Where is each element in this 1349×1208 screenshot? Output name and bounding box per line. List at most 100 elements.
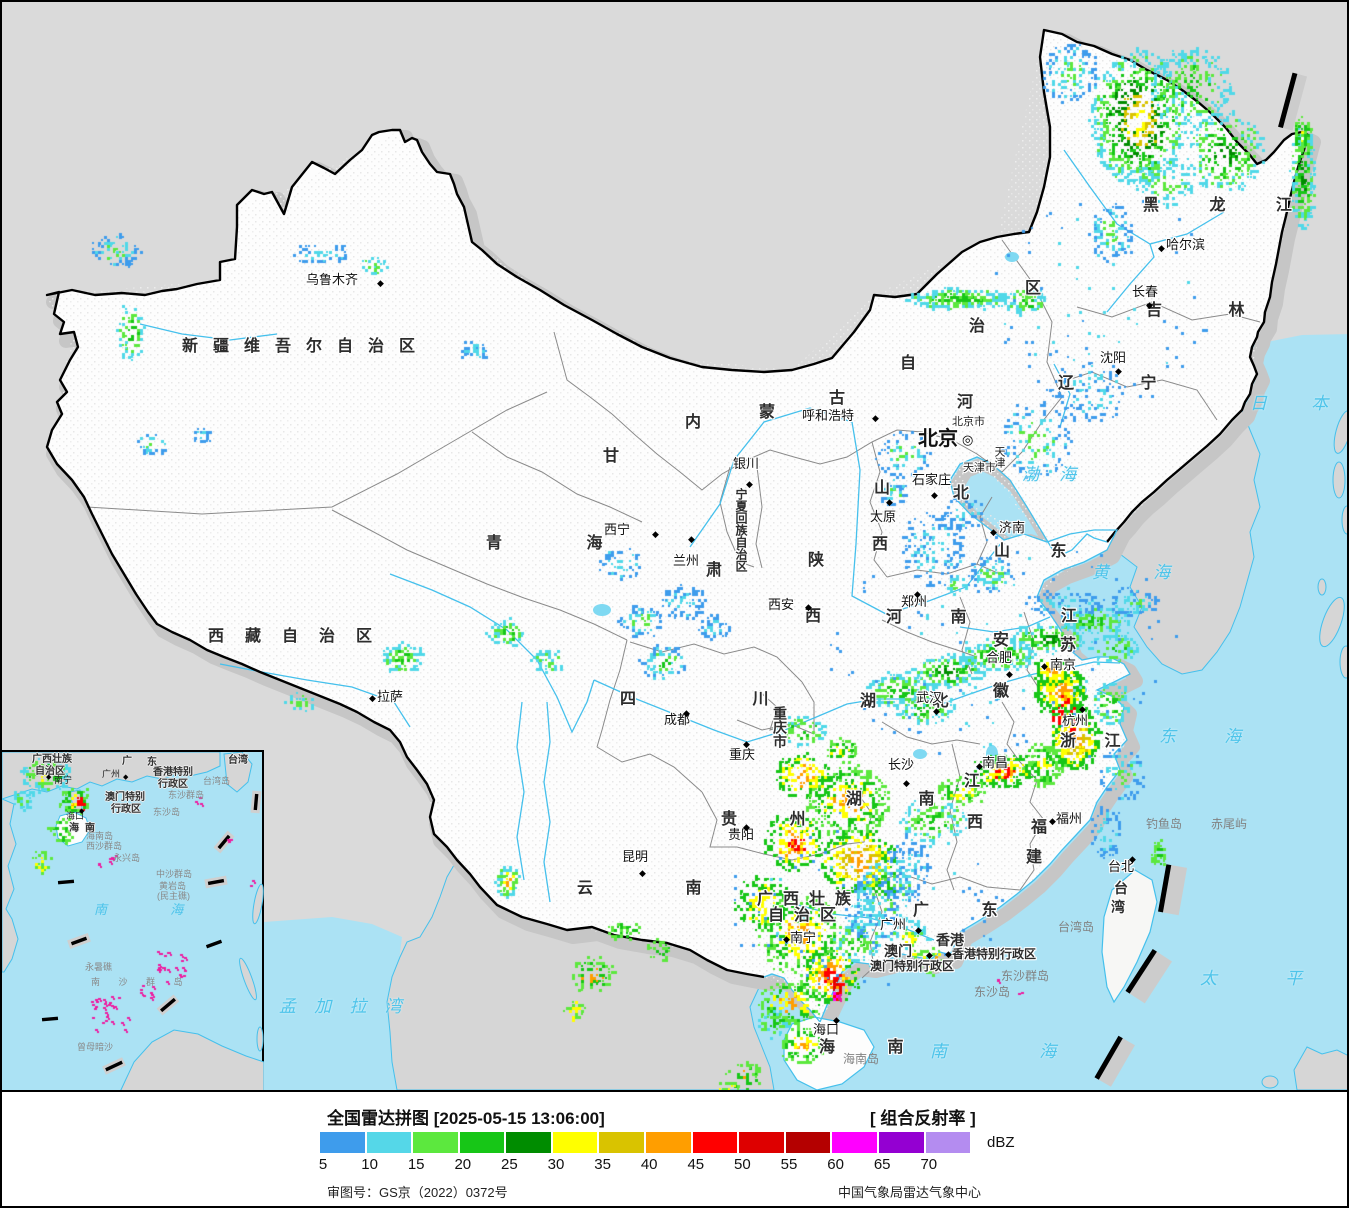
city-marker: ◆ — [915, 925, 922, 935]
map-label: 甘 — [603, 448, 620, 465]
map-label: 治 — [969, 318, 986, 335]
city-marker: ◆ — [945, 949, 952, 959]
city-marker: ◆ — [926, 950, 933, 960]
legend-colorbar — [320, 1132, 971, 1153]
map-label: 古 — [829, 390, 846, 407]
map-label: 银川 — [733, 456, 760, 471]
map-label: 渤 海 — [1022, 465, 1085, 484]
legend-tick-value: 65 — [873, 1156, 891, 1173]
map-label: 台湾 — [228, 755, 248, 766]
map-label: 广西壮族 — [32, 754, 72, 765]
map-label: 肃 — [706, 562, 723, 579]
legend-tick-value: 55 — [780, 1156, 798, 1173]
legend-color-cell — [692, 1132, 738, 1153]
map-label: 青 海 — [486, 535, 643, 552]
capital-marker: ◎ — [962, 432, 974, 447]
legend-color-cell — [320, 1132, 365, 1153]
map-label: 徽 — [993, 683, 1010, 700]
map-label: 广州 — [880, 917, 907, 932]
map-label: 自治区 — [35, 766, 65, 777]
china-radar-map: 新疆维吾尔自治区 西藏自治区青 海甘肃内蒙古自治区黑 龙 江吉 林辽 宁河北山西山… — [2, 2, 1347, 1093]
city-marker: ◆ — [123, 774, 129, 781]
map-label: 济南 — [999, 520, 1026, 535]
city-marker: ◆ — [743, 822, 750, 832]
map-label: 太 平 洋 — [1200, 969, 1347, 988]
map-label: 建 — [1026, 849, 1043, 866]
map-label: 重庆 — [729, 747, 756, 762]
legend-tick-value: 50 — [734, 1156, 751, 1173]
city-marker: ◆ — [1049, 816, 1056, 826]
map-label: 东沙群岛 — [168, 790, 205, 800]
map-label: 辽 宁 — [1058, 375, 1188, 392]
map-label: 四 川 — [620, 691, 825, 708]
map-label: 东 — [147, 757, 157, 768]
city-marker: ◆ — [1146, 300, 1153, 310]
city-marker: ◆ — [872, 413, 879, 423]
map-label: 台北 — [1108, 859, 1135, 874]
city-marker: ◆ — [746, 479, 753, 489]
map-label: 香港特别 — [153, 767, 193, 778]
map-label: 黑 龙 江 — [1143, 197, 1315, 214]
map-label: 南 沙 群 岛 — [91, 977, 191, 987]
legend-panel: 全国雷达拼图 [2025-05-15 13:06:00] [ 组合反射率 ] 5… — [2, 1090, 1347, 1206]
map-label: 澳门 — [884, 943, 912, 959]
legend-tick-value: 5 — [318, 1156, 328, 1173]
legend-tick-value: 30 — [547, 1156, 565, 1173]
legend-tick-value: 10 — [361, 1156, 378, 1173]
map-label: 天津市 — [963, 462, 996, 474]
map-label: 钓鱼岛 — [1146, 817, 1183, 831]
city-marker: ◆ — [1006, 669, 1013, 679]
city-marker: ◆ — [1158, 243, 1165, 253]
map-label: 南 海 — [930, 1042, 1101, 1061]
map-label: 广 — [122, 756, 132, 767]
map-label: 江 — [1061, 608, 1078, 625]
map-label: 湖 南 — [846, 791, 961, 808]
map-label: 南宁 — [790, 930, 817, 945]
map-label: 北京市 — [952, 416, 985, 428]
city-marker: ◆ — [683, 708, 690, 718]
map-label: 北 — [953, 485, 970, 502]
legend-color-cell — [599, 1132, 645, 1153]
map-label: 香港特别行政区 — [952, 947, 1037, 961]
map-label: 福 — [1031, 819, 1048, 836]
product-label: [ 组合反射率 ] — [870, 1109, 976, 1128]
map-label: 成都 — [664, 712, 691, 727]
legend-tick-value: 45 — [687, 1156, 705, 1173]
map-label: 河 — [957, 394, 974, 411]
map-label: 河 南 — [886, 609, 989, 626]
legend-unit: dBZ — [987, 1134, 1015, 1151]
map-label: 东 海 — [1159, 727, 1264, 746]
map-label: 台 — [1114, 880, 1128, 896]
map-label: 长春 — [1132, 284, 1159, 299]
map-label: 宁夏回族自治区 — [734, 488, 748, 572]
map-label: 北京 — [918, 428, 958, 450]
city-marker: ◆ — [79, 808, 85, 815]
map-label: 澳门特别 — [105, 792, 145, 803]
map-label: 西 — [967, 814, 984, 831]
map-label: 广州 — [102, 769, 121, 779]
legend-color-cell — [785, 1132, 831, 1153]
city-marker: ◆ — [886, 497, 893, 507]
map-label: 自治区 — [768, 907, 847, 924]
map-label: 台湾岛 — [1058, 920, 1095, 934]
map-label: 东沙岛 — [153, 807, 181, 817]
map-label: 浙 江 — [1060, 733, 1133, 750]
legend-color-cell — [413, 1132, 458, 1153]
map-label: 西 — [872, 536, 889, 553]
map-label: 哈尔滨 — [1166, 237, 1206, 252]
map-label: 安 — [993, 632, 1010, 649]
map-label: 西 — [805, 608, 822, 625]
legend-color-cell — [506, 1132, 551, 1153]
city-marker: ◆ — [369, 693, 376, 703]
city-marker: ◆ — [688, 534, 695, 544]
legend-color-cell — [646, 1132, 691, 1153]
map-label: 台湾岛 — [203, 776, 231, 786]
map-label: 永兴岛 — [113, 853, 141, 863]
map-label: 黄岩岛 — [159, 881, 187, 891]
city-marker: ◆ — [903, 778, 910, 788]
map-label: 长沙 — [888, 757, 915, 772]
map-label: 陕 — [808, 552, 825, 569]
map-label: (民主礁) — [157, 891, 190, 901]
map-label: 黄 海 — [1092, 563, 1191, 582]
